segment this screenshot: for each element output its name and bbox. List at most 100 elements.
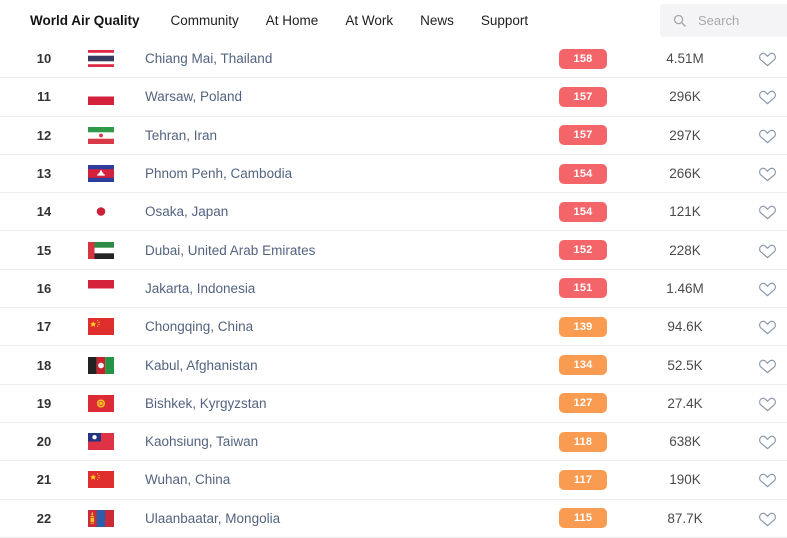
city-ranking-row[interactable]: 12 Tehran, Iran 157 297K bbox=[0, 117, 787, 155]
favorite-button[interactable] bbox=[758, 241, 777, 260]
city-ranking-row[interactable]: 11 Warsaw, Poland 157 296K bbox=[0, 78, 787, 117]
brand-home-link[interactable]: World Air Quality bbox=[30, 12, 140, 28]
city-name[interactable]: Kabul, Afghanistan bbox=[145, 357, 258, 373]
city-name[interactable]: Phnom Penh, Cambodia bbox=[145, 166, 293, 182]
city-name[interactable]: Ulaanbaatar, Mongolia bbox=[145, 510, 281, 526]
city-ranking-row[interactable]: 16 Jakarta, Indonesia 151 1.46M bbox=[0, 270, 787, 309]
rank-number: 19 bbox=[36, 395, 52, 411]
heart-icon bbox=[758, 320, 776, 335]
favorite-button[interactable] bbox=[758, 279, 777, 298]
heart-icon bbox=[758, 397, 776, 412]
city-ranking-row[interactable]: 18 Kabul, Afghanistan 134 52.5K bbox=[0, 346, 787, 385]
nav-item-community[interactable]: Community bbox=[170, 12, 239, 28]
heart-icon bbox=[758, 435, 776, 450]
flag-indonesia-icon bbox=[88, 279, 114, 297]
heart-icon bbox=[758, 205, 776, 220]
city-name[interactable]: Jakarta, Indonesia bbox=[145, 280, 256, 296]
followers-count: 121K bbox=[669, 204, 701, 220]
city-name[interactable]: Wuhan, China bbox=[145, 472, 231, 488]
city-name[interactable]: Dubai, United Arab Emirates bbox=[145, 242, 316, 258]
city-ranking-row[interactable]: 10 Chiang Mai, Thailand 158 4.51M bbox=[0, 40, 787, 79]
search-input[interactable] bbox=[696, 12, 778, 29]
aqi-badge: 118 bbox=[559, 431, 607, 452]
city-name[interactable]: Bishkek, Kyrgyzstan bbox=[145, 395, 267, 411]
rank-number: 20 bbox=[36, 434, 52, 450]
favorite-button[interactable] bbox=[758, 49, 777, 68]
aqi-badge: 117 bbox=[559, 469, 607, 490]
favorite-button[interactable] bbox=[758, 164, 777, 183]
rank-number: 22 bbox=[36, 510, 52, 526]
aqi-badge: 154 bbox=[559, 201, 607, 222]
city-name[interactable]: Warsaw, Poland bbox=[145, 89, 243, 105]
flag-afghanistan-icon bbox=[88, 356, 114, 374]
nav-item-support[interactable]: Support bbox=[480, 12, 529, 28]
followers-count: 52.5K bbox=[667, 357, 703, 373]
city-ranking-row[interactable]: 17 Chongqing, China 139 94.6K bbox=[0, 308, 787, 347]
favorite-button[interactable] bbox=[758, 432, 777, 451]
city-name[interactable]: Chongqing, China bbox=[145, 319, 254, 335]
heart-icon bbox=[758, 512, 776, 526]
flag-cambodia-icon bbox=[88, 165, 114, 183]
aqi-badge: 154 bbox=[559, 163, 607, 184]
flag-china-icon bbox=[88, 471, 114, 489]
city-ranking-list: 10 Chiang Mai, Thailand 158 4.51M 11 War… bbox=[0, 40, 787, 538]
city-ranking-row[interactable]: 15 Dubai, United Arab Emirates 152 228K bbox=[0, 231, 787, 270]
heart-icon bbox=[758, 282, 776, 297]
flag-china-icon bbox=[88, 318, 114, 336]
rank-number: 11 bbox=[37, 89, 51, 105]
favorite-button[interactable] bbox=[758, 356, 777, 375]
followers-count: 27.4K bbox=[667, 395, 703, 411]
aqi-badge: 134 bbox=[559, 355, 607, 376]
flag-uae-icon bbox=[88, 241, 114, 259]
followers-count: 638K bbox=[669, 434, 701, 450]
nav-item-at-home[interactable]: At Home bbox=[265, 12, 319, 28]
favorite-button[interactable] bbox=[758, 470, 777, 489]
city-name[interactable]: Kaohsiung, Taiwan bbox=[145, 434, 259, 450]
nav-item-news[interactable]: News bbox=[420, 12, 454, 28]
heart-icon bbox=[758, 129, 776, 143]
search-icon bbox=[673, 14, 686, 27]
favorite-button[interactable] bbox=[758, 87, 777, 106]
followers-count: 296K bbox=[669, 89, 701, 105]
followers-count: 1.46M bbox=[666, 280, 704, 296]
favorite-button[interactable] bbox=[758, 202, 777, 221]
nav-item-at-work[interactable]: At Work bbox=[345, 12, 394, 28]
favorite-button[interactable] bbox=[758, 394, 777, 413]
rank-number: 16 bbox=[36, 280, 52, 296]
favorite-button[interactable] bbox=[758, 126, 777, 145]
aqi-badge: 158 bbox=[559, 48, 607, 69]
aqi-badge: 115 bbox=[559, 508, 607, 529]
rank-number: 17 bbox=[36, 319, 52, 335]
followers-count: 190K bbox=[669, 472, 701, 488]
flag-taiwan-icon bbox=[88, 433, 114, 451]
heart-icon bbox=[758, 52, 776, 67]
flag-kyrgyzstan-icon bbox=[88, 394, 114, 412]
city-ranking-row[interactable]: 13 Phnom Penh, Cambodia 154 266K bbox=[0, 155, 787, 194]
favorite-button[interactable] bbox=[758, 509, 777, 528]
city-name[interactable]: Tehran, Iran bbox=[145, 127, 218, 143]
rank-number: 10 bbox=[36, 51, 52, 67]
flag-mongolia-icon bbox=[88, 509, 114, 527]
rank-number: 13 bbox=[36, 166, 52, 182]
rank-number: 15 bbox=[36, 242, 52, 258]
flag-japan-icon bbox=[88, 203, 114, 221]
followers-count: 4.51M bbox=[666, 51, 704, 67]
city-ranking-row[interactable]: 19 Bishkek, Kyrgyzstan 127 27.4K bbox=[0, 385, 787, 423]
aqi-badge: 127 bbox=[559, 393, 607, 414]
city-ranking-row[interactable]: 20 Kaohsiung, Taiwan 118 638K bbox=[0, 423, 787, 462]
city-ranking-row[interactable]: 22 Ulaanbaatar, Mongolia 115 87.7K bbox=[0, 500, 787, 538]
rank-number: 14 bbox=[36, 204, 52, 220]
rank-number: 12 bbox=[36, 127, 52, 143]
city-ranking-row[interactable]: 21 Wuhan, China 117 190K bbox=[0, 461, 787, 500]
rank-number: 18 bbox=[36, 357, 52, 373]
favorite-button[interactable] bbox=[758, 317, 777, 336]
heart-icon bbox=[758, 244, 776, 258]
aqi-badge: 157 bbox=[559, 86, 607, 107]
followers-count: 87.7K bbox=[667, 510, 703, 526]
city-ranking-row[interactable]: 14 Osaka, Japan 154 121K bbox=[0, 193, 787, 232]
city-name[interactable]: Chiang Mai, Thailand bbox=[145, 51, 273, 67]
followers-count: 266K bbox=[669, 166, 701, 182]
aqi-badge: 139 bbox=[559, 316, 607, 337]
search-box[interactable] bbox=[660, 4, 787, 37]
city-name[interactable]: Osaka, Japan bbox=[145, 204, 229, 220]
